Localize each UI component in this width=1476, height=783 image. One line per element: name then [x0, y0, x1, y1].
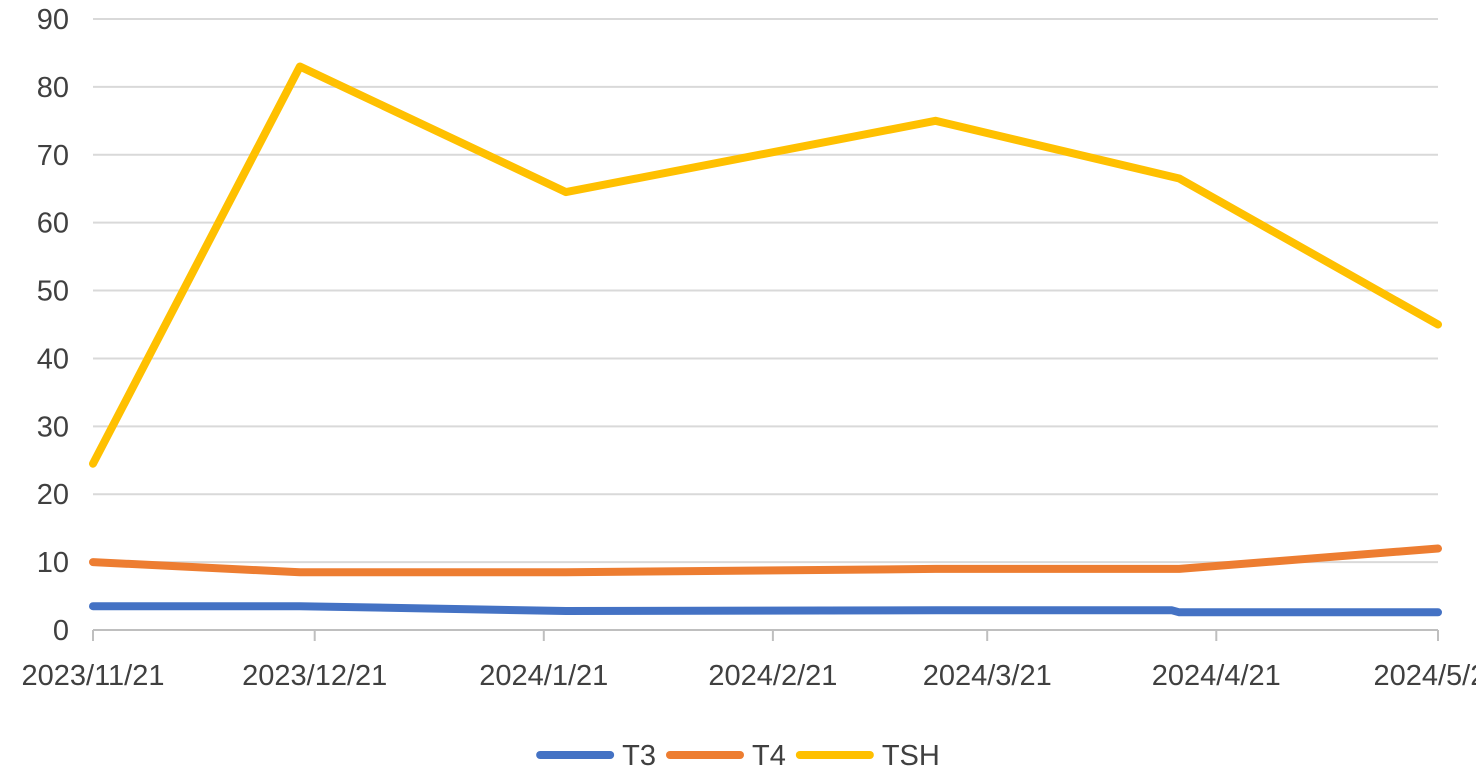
- x-tick-label: 2024/3/21: [923, 660, 1052, 692]
- legend-label-tsh: TSH: [882, 740, 940, 772]
- y-tick-label: 60: [37, 208, 69, 240]
- series-lines: [89, 62, 1442, 617]
- y-tick-label: 50: [37, 276, 69, 308]
- y-tick-label: 10: [37, 547, 69, 579]
- legend-label-t4: T4: [752, 740, 786, 772]
- y-tick-label: 70: [37, 140, 69, 172]
- y-tick-label: 40: [37, 343, 69, 375]
- y-tick-label: 30: [37, 411, 69, 443]
- x-tick-label: 2023/11/21: [22, 660, 165, 692]
- gridlines: [93, 18, 1438, 564]
- x-tick-label: 2024/4/21: [1152, 660, 1281, 692]
- x-tick-label: 2024/1/21: [479, 660, 608, 692]
- y-tick-label: 20: [37, 479, 69, 511]
- y-tick-label: 0: [53, 615, 69, 647]
- x-tick-label: 2024/5/21: [1373, 660, 1476, 692]
- series-line-t4: [89, 544, 1442, 577]
- legend: T3 T4 TSH: [536, 740, 940, 772]
- series-line-tsh: [89, 62, 1442, 468]
- axes: 0 10 20 30 40 50 60 70 80 90 2023/11/21 2023/12/21 2…: [22, 4, 1476, 692]
- x-tick-label: 2024/2/21: [708, 660, 837, 692]
- x-tick-label: 2023/12/21: [242, 660, 387, 692]
- y-tick-label: 80: [37, 72, 69, 104]
- series-line-t3: [89, 602, 1442, 617]
- legend-label-t3: T3: [622, 740, 656, 772]
- y-tick-label: 90: [37, 4, 69, 36]
